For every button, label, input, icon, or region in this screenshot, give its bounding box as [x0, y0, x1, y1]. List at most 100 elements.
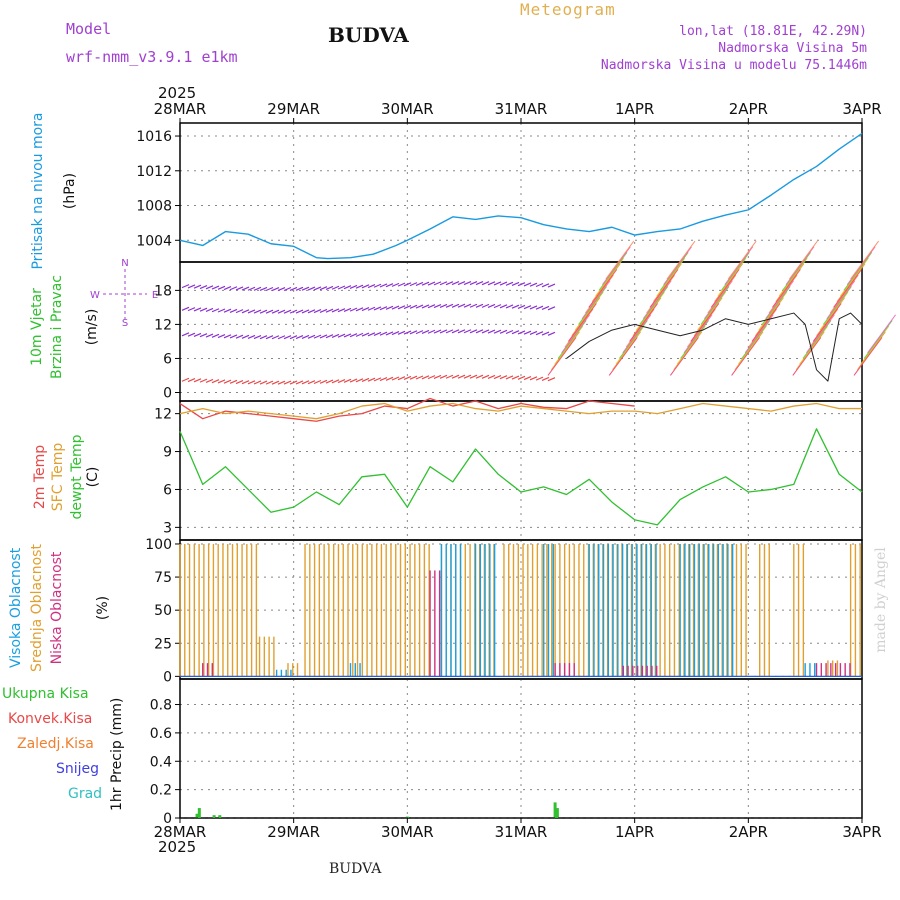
wind-barb [247, 286, 256, 291]
wind-barb [457, 280, 466, 286]
wind-barb [863, 320, 893, 359]
wind-barb [181, 306, 190, 311]
y-tick-label: 100 [145, 537, 172, 553]
wind-barb [415, 304, 424, 309]
wind-barb [265, 380, 274, 385]
wind-barb [809, 308, 839, 348]
wind-barb [846, 246, 876, 285]
wind-barb [391, 305, 400, 310]
wind-barb [373, 331, 382, 337]
wind-barb [283, 309, 292, 314]
wind-barb [511, 330, 520, 335]
wind-barb [608, 337, 638, 376]
wind-barb [409, 375, 418, 380]
wind-barb [223, 334, 232, 339]
wind-barb [523, 330, 532, 335]
wind-barb [717, 257, 747, 297]
wind-barb [680, 320, 710, 359]
wind-barb [403, 282, 412, 287]
wind-barb [481, 374, 490, 379]
wind-barb [379, 306, 388, 311]
pressure-panel-label: Pritisak na nivou mora [30, 112, 46, 270]
x-tick-label-bottom: 3APR [842, 823, 881, 841]
wind-barb [439, 329, 448, 334]
wind-barb [487, 303, 496, 309]
wind-barb [271, 309, 280, 314]
wind-barb [535, 282, 544, 288]
wind-barb [235, 380, 244, 385]
wind-barb [734, 331, 764, 371]
wind-barb [591, 263, 621, 303]
wind-barb [295, 309, 304, 314]
wind-barb [700, 286, 730, 325]
wind-barb [325, 285, 334, 291]
wind-barb [271, 286, 280, 292]
wind-barb [469, 303, 478, 308]
wind-barb [289, 286, 298, 291]
wind-barb [199, 284, 208, 290]
wind-barb [843, 252, 873, 291]
wind-barb [850, 240, 880, 280]
wind-barb [433, 304, 442, 309]
compass-n: N [121, 258, 128, 269]
wind-barb [785, 246, 815, 285]
compass-w: W [90, 290, 100, 301]
wind-barb [529, 305, 538, 310]
wind-barb [505, 329, 514, 335]
y-tick-label: 0 [163, 385, 172, 401]
wind-barb [561, 314, 591, 354]
wind-barb [427, 281, 436, 286]
wind-barb [605, 240, 635, 280]
wind-barb [445, 281, 454, 286]
wind-barb [409, 330, 418, 335]
wind-barb [554, 325, 584, 365]
wind-barb [754, 297, 784, 337]
y-tick-label: 9 [163, 445, 172, 461]
wind-barb [812, 303, 842, 342]
wind-barb [487, 329, 496, 334]
wind-barb [265, 286, 274, 292]
wind-barb [550, 331, 580, 371]
y-tick-label: 0.8 [150, 698, 172, 714]
wind-barb [295, 380, 304, 385]
wind-barb [541, 376, 550, 381]
wind-barb [499, 281, 508, 286]
wind-barb [710, 269, 740, 308]
wind-barb [463, 374, 472, 379]
wind-barb [731, 337, 761, 376]
pressure-series-line [179, 132, 863, 260]
wind-barb [259, 335, 268, 340]
wind-barb [748, 308, 778, 348]
wind-barb [839, 257, 869, 297]
wind-barb [511, 304, 520, 309]
wind-barb [669, 337, 699, 376]
wind-barb [541, 305, 550, 311]
wind-barb [523, 282, 532, 287]
wind-barb [343, 378, 352, 383]
panel-frame-precip [179, 678, 863, 819]
wind-barb [355, 284, 364, 289]
wind-barb [367, 332, 376, 337]
wind-barb [241, 334, 250, 339]
wind-barb [205, 307, 214, 313]
dewpt-label: dewpt Temp [69, 434, 85, 520]
wind-barb [581, 280, 611, 320]
wind-barb [307, 380, 316, 385]
wind-barb [529, 282, 538, 287]
x-tick-label-top: 2APR [729, 100, 768, 118]
legend-total-precip: Ukupna Kisa [2, 686, 89, 702]
wind-barb [622, 314, 652, 354]
x-tick-label-top: 29MAR [267, 100, 320, 118]
wind-barb [217, 379, 226, 384]
wind-barb [499, 375, 508, 380]
wind-barb [802, 320, 832, 359]
wind-barb [547, 377, 556, 382]
wind-barb [469, 329, 478, 334]
wind-barb [373, 306, 382, 311]
wind-barb [541, 283, 550, 288]
wind-barb [819, 291, 849, 331]
wind-barb [259, 380, 268, 385]
wind-barb [433, 374, 442, 380]
wind-barb [421, 281, 430, 286]
wind-barb [343, 285, 352, 290]
